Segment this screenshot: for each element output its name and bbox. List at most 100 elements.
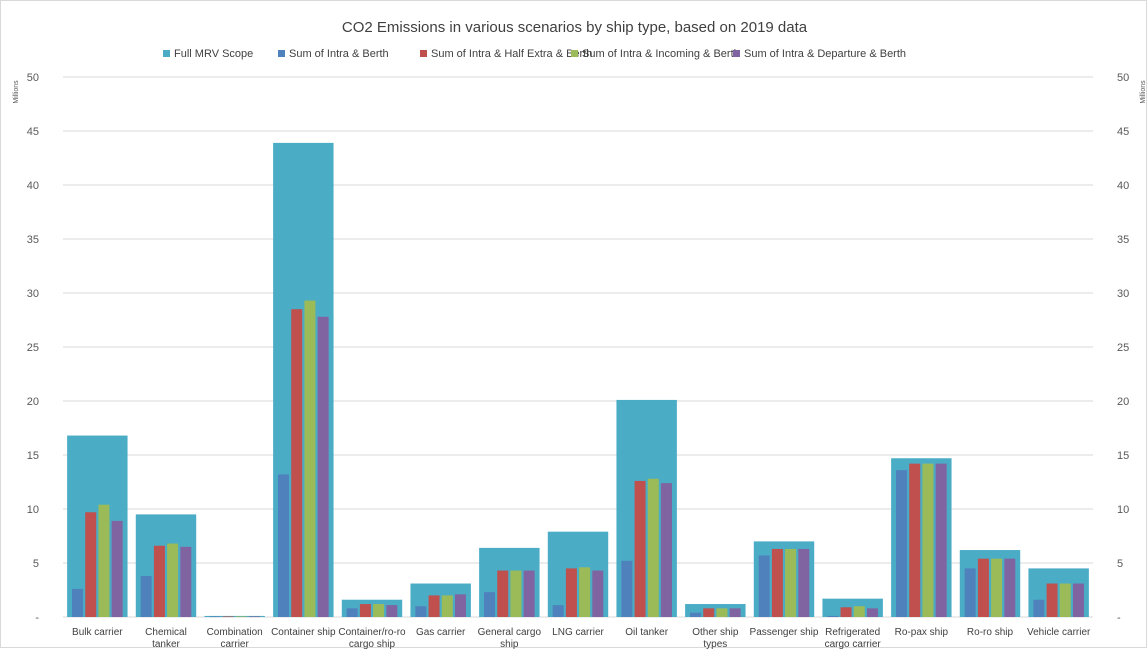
y-tick-label-left: 35 <box>27 234 39 246</box>
bar-sum-of-intra-half-extra-berth <box>565 568 577 617</box>
bar-sum-of-intra-half-extra-berth <box>153 545 165 617</box>
bar-sum-of-intra-incoming-berth <box>235 616 247 618</box>
bar-sum-of-intra-incoming-berth <box>373 604 385 617</box>
bar-sum-of-intra-half-extra-berth <box>977 558 989 617</box>
bar-sum-of-intra-berth <box>896 470 908 617</box>
category-label: Combination <box>207 627 263 638</box>
category-label: Refrigerated <box>825 627 880 638</box>
bar-sum-of-intra-berth <box>72 588 84 617</box>
category-label: carrier <box>220 639 249 649</box>
legend-swatch <box>163 50 170 57</box>
bar-sum-of-intra-half-extra-berth <box>703 608 715 617</box>
bar-sum-of-intra-berth <box>209 616 221 618</box>
bar-sum-of-intra-half-extra-berth <box>497 570 509 617</box>
legend-swatch <box>278 50 285 57</box>
bar-sum-of-intra-berth <box>278 474 290 617</box>
y-tick-label-right: 25 <box>1117 342 1129 354</box>
bar-sum-of-intra-incoming-berth <box>510 570 522 617</box>
bar-sum-of-intra-departure-berth <box>523 570 535 617</box>
bar-sum-of-intra-half-extra-berth <box>840 607 852 617</box>
y-tick-label-right: 15 <box>1117 450 1129 462</box>
chart-title: CO2 Emissions in various scenarios by sh… <box>341 19 808 36</box>
category-label: Oil tanker <box>625 627 668 638</box>
bar-sum-of-intra-half-extra-berth <box>85 512 97 617</box>
bar-sum-of-intra-departure-berth <box>798 548 810 617</box>
legend-label: Full MRV Scope <box>174 48 253 60</box>
bar-sum-of-intra-departure-berth <box>317 316 329 617</box>
bar-sum-of-intra-incoming-berth <box>579 567 591 617</box>
category-label: Other ship <box>692 627 739 638</box>
category-label: Passenger ship <box>750 627 819 638</box>
y-tick-label-right: 50 <box>1117 72 1129 84</box>
bar-sum-of-intra-half-extra-berth <box>1046 583 1058 617</box>
y-tick-label-right: 10 <box>1117 504 1129 516</box>
bar-sum-of-intra-incoming-berth <box>167 543 179 617</box>
bar-sum-of-intra-incoming-berth <box>716 608 728 617</box>
bar-sum-of-intra-berth <box>621 560 633 617</box>
bar-sum-of-intra-departure-berth <box>935 463 947 617</box>
bar-sum-of-intra-departure-berth <box>1072 583 1084 617</box>
category-label: tanker <box>152 639 180 649</box>
bar-sum-of-intra-departure-berth <box>592 570 604 617</box>
category-label: Ro-pax ship <box>895 627 949 638</box>
bar-sum-of-intra-berth <box>690 612 702 617</box>
category-label: Gas carrier <box>416 627 466 638</box>
category-label: types <box>703 639 727 649</box>
bar-sum-of-intra-incoming-berth <box>991 558 1003 617</box>
legend: Full MRV Scope Sum of Intra & Berth Sum of… <box>163 48 906 60</box>
y-tick-label-left: 30 <box>27 288 39 300</box>
bar-sum-of-intra-half-extra-berth <box>909 463 921 617</box>
y-tick-label-left: - <box>35 612 39 624</box>
bar-sum-of-intra-half-extra-berth <box>291 309 303 617</box>
bar-sum-of-intra-departure-berth <box>248 616 260 618</box>
y-tick-label-left: 45 <box>27 126 39 138</box>
y-tick-label-left: 10 <box>27 504 39 516</box>
y-tick-label-left: 15 <box>27 450 39 462</box>
bar-sum-of-intra-berth <box>140 575 152 617</box>
category-label: General cargo <box>478 627 542 638</box>
bar-sum-of-intra-berth <box>346 608 358 617</box>
bar-sum-of-intra-incoming-berth <box>98 504 110 617</box>
legend-label: Sum of Intra & Departure & Berth <box>744 48 906 60</box>
bar-full-mrv-scope <box>204 615 265 617</box>
y-tick-label-left: 50 <box>27 72 39 84</box>
legend-swatch <box>571 50 578 57</box>
bar-sum-of-intra-departure-berth <box>866 608 878 617</box>
axis-layer: - - 5 5 10 10 15 15 20 20 25 25 30 30 35 35 40 40 45 45 50 50… <box>13 72 1147 649</box>
y-tick-label-left: 40 <box>27 180 39 192</box>
y-tick-label-right: 45 <box>1117 126 1129 138</box>
bar-sum-of-intra-berth <box>415 606 427 617</box>
category-label: Vehicle carrier <box>1027 627 1091 638</box>
y-tick-label-right: 20 <box>1117 396 1129 408</box>
legend-swatch <box>420 50 427 57</box>
y-tick-label-right: 35 <box>1117 234 1129 246</box>
bar-sum-of-intra-incoming-berth <box>922 463 934 617</box>
legend-label: Sum of Intra & Half Extra & Berth <box>431 48 592 60</box>
category-label: Chemical <box>145 627 187 638</box>
bar-sum-of-intra-departure-berth <box>1004 558 1016 617</box>
bar-sum-of-intra-departure-berth <box>111 520 123 617</box>
category-label: cargo ship <box>349 639 396 649</box>
legend-swatch <box>733 50 740 57</box>
y-tick-label-left: 5 <box>33 558 39 570</box>
bar-sum-of-intra-departure-berth <box>180 546 192 617</box>
bar-sum-of-intra-departure-berth <box>454 594 466 617</box>
category-label: Container ship <box>271 627 336 638</box>
bar-sum-of-intra-berth <box>964 568 976 617</box>
category-label: Ro-ro ship <box>967 627 1014 638</box>
bar-sum-of-intra-berth <box>552 605 564 617</box>
y-tick-label-right: 40 <box>1117 180 1129 192</box>
bar-sum-of-intra-half-extra-berth <box>771 548 783 617</box>
bar-sum-of-intra-berth <box>827 615 839 617</box>
bar-layer <box>67 142 1089 618</box>
category-label: Container/ro-ro <box>338 627 406 638</box>
legend-label: Sum of Intra & Incoming & Berth <box>582 48 740 60</box>
bar-sum-of-intra-half-extra-berth <box>222 616 234 618</box>
legend-label: Sum of Intra & Berth <box>289 48 389 60</box>
y-axis-unit-right: Millions <box>1140 80 1147 104</box>
bar-sum-of-intra-half-extra-berth <box>634 480 646 617</box>
category-label: Bulk carrier <box>72 627 123 638</box>
bar-sum-of-intra-incoming-berth <box>441 595 453 617</box>
